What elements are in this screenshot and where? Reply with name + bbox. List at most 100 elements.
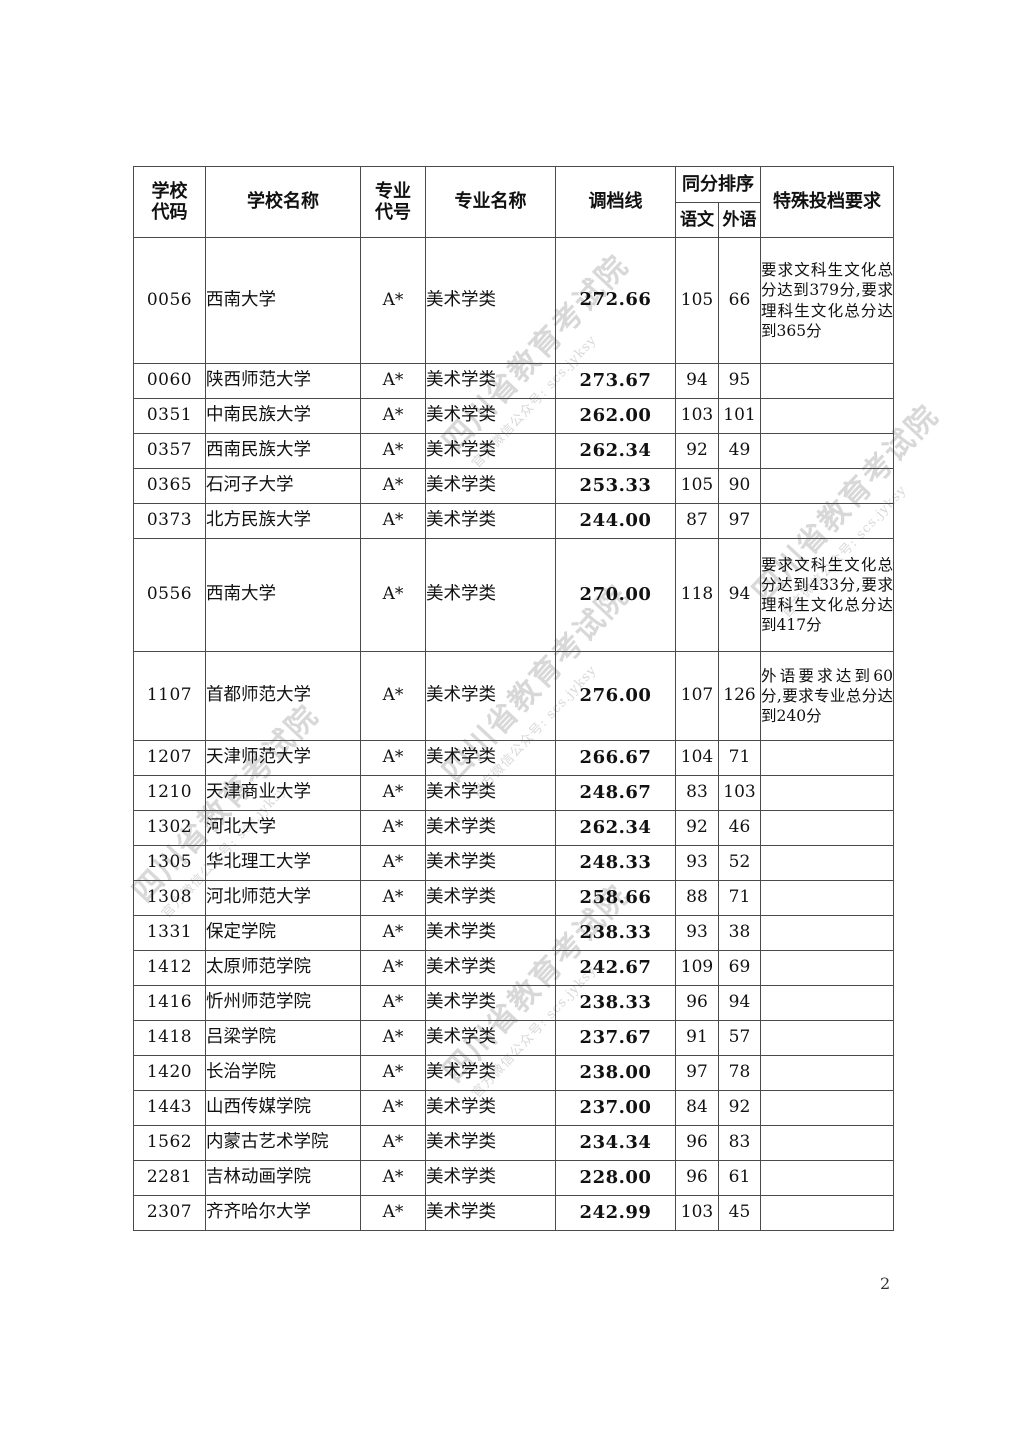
cell-school-code: 1302: [133, 810, 206, 846]
cell-major-code: A*: [360, 468, 426, 504]
cell-score-line: 228.00: [555, 1160, 676, 1196]
table-row: 0060 陕西师范大学 A* 美术学类 273.67 94 95: [133, 363, 894, 399]
cell-special-requirement: 要求文科生文化总分达到433分,要求理科生文化总分达到417分: [760, 538, 894, 652]
cell-major-name: 美术学类: [425, 740, 556, 776]
cell-special-requirement: 要求文科生文化总分达到379分,要求理科生文化总分达到365分: [760, 237, 894, 364]
cell-major-code: A*: [360, 1020, 426, 1056]
table-row: 1412 太原师范学院 A* 美术学类 242.67 109 69: [133, 950, 894, 986]
cell-school-name: 保定学院: [205, 915, 361, 951]
cell-tie-break-chinese: 92: [675, 810, 719, 846]
column-header-tie-break-group: 同分排序: [675, 166, 761, 203]
cell-major-code: A*: [360, 237, 426, 364]
cell-special-requirement: [760, 810, 894, 846]
cell-major-code: A*: [360, 880, 426, 916]
cell-tie-break-chinese: 109: [675, 950, 719, 986]
cell-school-name: 太原师范学院: [205, 950, 361, 986]
cell-school-name: 齐齐哈尔大学: [205, 1195, 361, 1231]
cell-school-name: 华北理工大学: [205, 845, 361, 881]
cell-school-code: 1308: [133, 880, 206, 916]
cell-school-code: 0060: [133, 363, 206, 399]
cell-major-code: A*: [360, 363, 426, 399]
cell-tie-break-chinese: 93: [675, 845, 719, 881]
column-header-major-code: 专业 代号: [360, 166, 426, 238]
cell-school-code: 0351: [133, 398, 206, 434]
cell-major-name: 美术学类: [425, 1125, 556, 1161]
table-row: 1107 首都师范大学 A* 美术学类 276.00 107 126 外语要求达到60分,要求…: [133, 651, 894, 741]
cell-special-requirement: [760, 985, 894, 1021]
cell-score-line: 248.33: [555, 845, 676, 881]
cell-tie-break-chinese: 93: [675, 915, 719, 951]
major-code-line2: 代号: [375, 202, 411, 223]
cell-school-name: 中南民族大学: [205, 398, 361, 434]
column-header-school-name: 学校名称: [205, 166, 361, 238]
table-row: 1416 忻州师范学院 A* 美术学类 238.33 96 94: [133, 985, 894, 1021]
table-row: 0373 北方民族大学 A* 美术学类 244.00 87 97: [133, 503, 894, 539]
cell-tie-break-chinese: 87: [675, 503, 719, 539]
cell-major-name: 美术学类: [425, 1160, 556, 1196]
cell-school-name: 北方民族大学: [205, 503, 361, 539]
cell-school-code: 1331: [133, 915, 206, 951]
cell-special-requirement: [760, 880, 894, 916]
cell-tie-break-foreign: 61: [718, 1160, 761, 1196]
cell-major-code: A*: [360, 538, 426, 652]
cell-tie-break-chinese: 94: [675, 363, 719, 399]
cell-major-name: 美术学类: [425, 915, 556, 951]
cell-school-code: 0357: [133, 433, 206, 469]
table-row: 0056 西南大学 A* 美术学类 272.66 105 66 要求文科生文化总分达到379分…: [133, 237, 894, 364]
cell-tie-break-foreign: 52: [718, 845, 761, 881]
cell-school-code: 0556: [133, 538, 206, 652]
cell-school-code: 1416: [133, 985, 206, 1021]
cell-special-requirement: [760, 1195, 894, 1231]
cell-score-line: 272.66: [555, 237, 676, 364]
cell-major-code: A*: [360, 433, 426, 469]
school-code-line1: 学校: [151, 180, 188, 202]
cell-score-line: 238.33: [555, 915, 676, 951]
cell-special-requirement: [760, 398, 894, 434]
cell-school-name: 河北大学: [205, 810, 361, 846]
cell-school-code: 0056: [133, 237, 206, 364]
cell-score-line: 248.67: [555, 775, 676, 811]
table-row: 0351 中南民族大学 A* 美术学类 262.00 103 101: [133, 398, 894, 434]
cell-major-name: 美术学类: [425, 363, 556, 399]
cell-tie-break-foreign: 71: [718, 740, 761, 776]
cell-tie-break-chinese: 96: [675, 1125, 719, 1161]
cell-major-name: 美术学类: [425, 775, 556, 811]
cell-tie-break-foreign: 66: [718, 237, 761, 364]
table-row: 0556 西南大学 A* 美术学类 270.00 118 94 要求文科生文化总分达到433分…: [133, 538, 894, 652]
column-header-score-line: 调档线: [555, 166, 676, 238]
cell-tie-break-chinese: 104: [675, 740, 719, 776]
cell-school-code: 1562: [133, 1125, 206, 1161]
cell-special-requirement: [760, 468, 894, 504]
cell-tie-break-chinese: 118: [675, 538, 719, 652]
cell-major-code: A*: [360, 810, 426, 846]
cell-school-name: 山西传媒学院: [205, 1090, 361, 1126]
cell-tie-break-foreign: 90: [718, 468, 761, 504]
school-code-line2: 代码: [151, 202, 188, 223]
cell-school-name: 西南大学: [205, 538, 361, 652]
cell-school-code: 2281: [133, 1160, 206, 1196]
cell-special-requirement: [760, 1020, 894, 1056]
column-header-tie-break-chinese: 语文: [675, 202, 719, 238]
cell-tie-break-foreign: 38: [718, 915, 761, 951]
table-header-row-2: 语文 外语: [134, 202, 894, 238]
table-row: 1302 河北大学 A* 美术学类 262.34 92 46: [133, 810, 894, 846]
table-header: 学校 代码 学校名称 专业 代号 专业名称 调档线 同分排序 特殊投档要求 语文…: [133, 166, 894, 238]
cell-special-requirement: [760, 433, 894, 469]
cell-major-code: A*: [360, 1160, 426, 1196]
cell-special-requirement: [760, 775, 894, 811]
cell-score-line: 244.00: [555, 503, 676, 539]
cell-tie-break-chinese: 105: [675, 237, 719, 364]
cell-score-line: 262.00: [555, 398, 676, 434]
cell-major-name: 美术学类: [425, 398, 556, 434]
cell-school-name: 石河子大学: [205, 468, 361, 504]
cell-score-line: 266.67: [555, 740, 676, 776]
cell-school-name: 天津师范大学: [205, 740, 361, 776]
cell-school-code: 0365: [133, 468, 206, 504]
cell-special-requirement: [760, 915, 894, 951]
cell-school-code: 2307: [133, 1195, 206, 1231]
cell-tie-break-foreign: 46: [718, 810, 761, 846]
cell-tie-break-chinese: 91: [675, 1020, 719, 1056]
cell-major-code: A*: [360, 950, 426, 986]
cell-special-requirement: [760, 1055, 894, 1091]
